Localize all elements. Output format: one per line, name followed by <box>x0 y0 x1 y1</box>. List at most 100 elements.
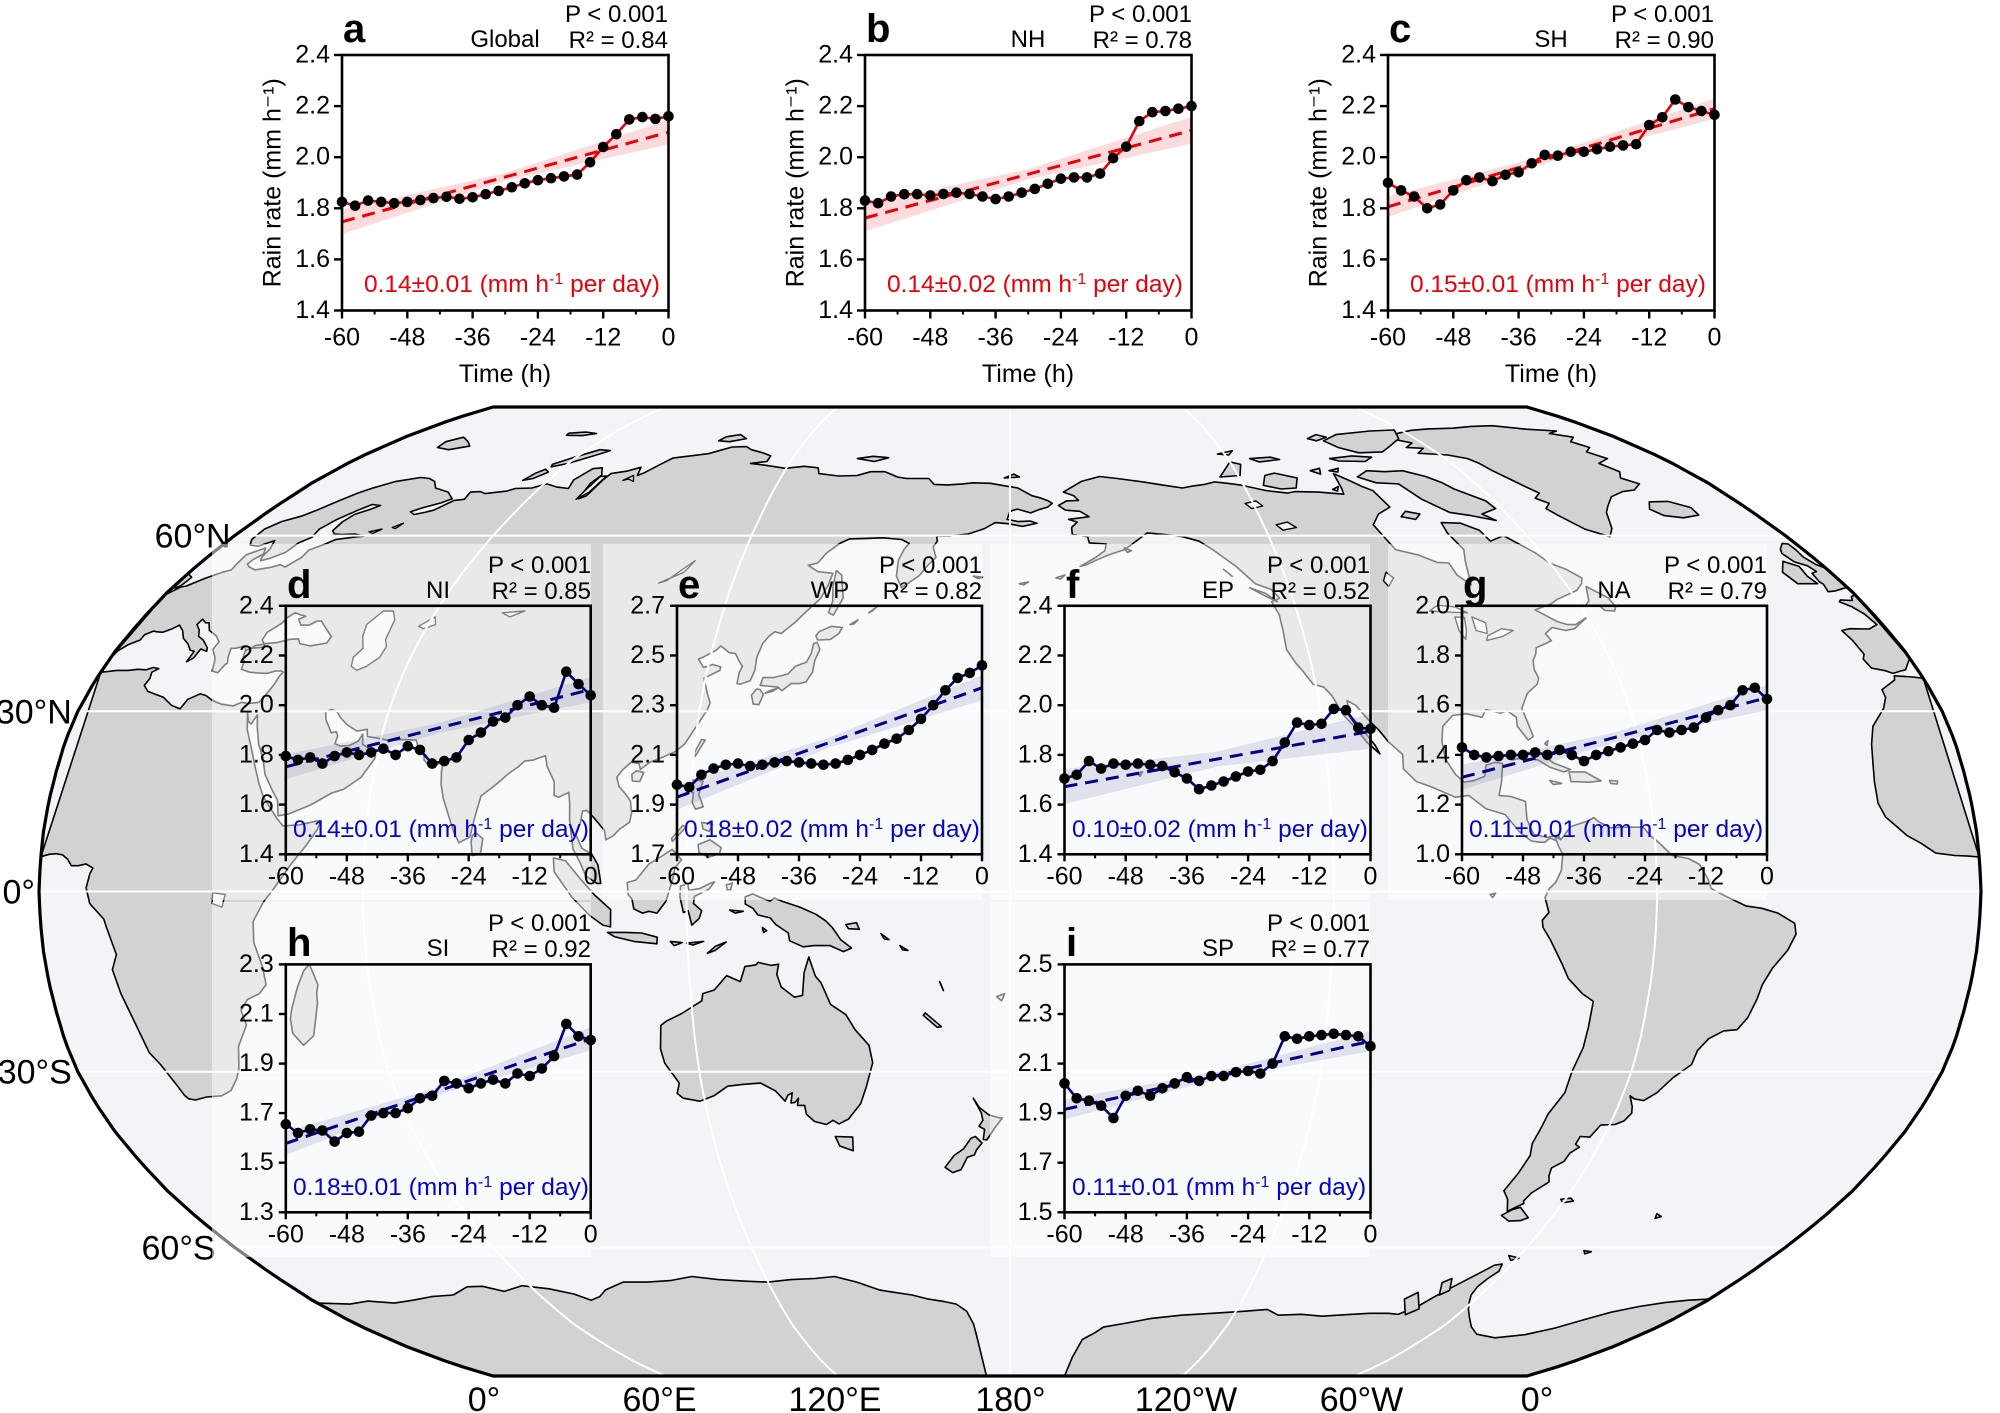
svg-text:Rain rate (mm h⁻¹): Rain rate (mm h⁻¹) <box>781 78 809 287</box>
svg-text:-12: -12 <box>1108 324 1144 352</box>
svg-text:1.8: 1.8 <box>1018 740 1053 768</box>
svg-text:-60: -60 <box>268 862 304 890</box>
svg-text:-36: -36 <box>1501 324 1537 352</box>
svg-text:2.0: 2.0 <box>1415 591 1450 619</box>
svg-text:-36: -36 <box>1169 862 1205 890</box>
svg-text:P < 0.001: P < 0.001 <box>1664 552 1767 579</box>
svg-text:b: b <box>866 7 890 51</box>
svg-text:30°S: 30°S <box>0 1054 72 1092</box>
svg-text:2.1: 2.1 <box>630 740 665 768</box>
svg-text:2.2: 2.2 <box>295 92 330 120</box>
svg-text:1.3: 1.3 <box>239 1198 274 1226</box>
svg-text:R² = 0.82: R² = 0.82 <box>883 578 982 605</box>
svg-text:0.11±0.01 (mm h-1 per day): 0.11±0.01 (mm h-1 per day) <box>1469 816 1763 844</box>
svg-text:WP: WP <box>811 577 850 604</box>
svg-text:2.0: 2.0 <box>1018 691 1053 719</box>
svg-text:0: 0 <box>1760 862 1774 890</box>
svg-text:-48: -48 <box>720 862 756 890</box>
svg-text:1.6: 1.6 <box>818 245 853 273</box>
svg-text:-48: -48 <box>912 324 948 352</box>
svg-text:1.4: 1.4 <box>1018 840 1053 868</box>
svg-text:2.5: 2.5 <box>630 641 665 669</box>
svg-text:-36: -36 <box>455 324 491 352</box>
svg-text:2.4: 2.4 <box>1018 591 1053 619</box>
svg-text:i: i <box>1066 921 1077 965</box>
svg-text:SP: SP <box>1202 935 1234 962</box>
svg-text:1.7: 1.7 <box>239 1099 274 1127</box>
svg-text:1.6: 1.6 <box>1415 691 1450 719</box>
svg-text:NH: NH <box>1011 26 1046 53</box>
svg-text:0: 0 <box>1364 862 1378 890</box>
svg-text:R² = 0.78: R² = 0.78 <box>1093 27 1192 54</box>
svg-text:R² = 0.92: R² = 0.92 <box>492 936 591 963</box>
svg-text:-60: -60 <box>1046 862 1082 890</box>
svg-text:1.4: 1.4 <box>295 296 330 324</box>
svg-text:R² = 0.85: R² = 0.85 <box>492 578 591 605</box>
svg-text:-48: -48 <box>1108 862 1144 890</box>
svg-text:2.3: 2.3 <box>1018 1000 1053 1028</box>
svg-text:P < 0.001: P < 0.001 <box>565 1 668 28</box>
svg-text:1.9: 1.9 <box>630 790 665 818</box>
svg-text:-12: -12 <box>1688 862 1724 890</box>
svg-text:0°: 0° <box>2 874 35 912</box>
svg-text:0.18±0.01 (mm h-1 per day): 0.18±0.01 (mm h-1 per day) <box>293 1174 589 1202</box>
svg-text:Rain rate (mm h⁻¹): Rain rate (mm h⁻¹) <box>1304 78 1332 287</box>
svg-text:SH: SH <box>1534 26 1567 53</box>
svg-text:1.4: 1.4 <box>1341 296 1376 324</box>
svg-text:1.8: 1.8 <box>295 194 330 222</box>
svg-text:0.14±0.01 (mm h-1 per day): 0.14±0.01 (mm h-1 per day) <box>293 816 589 844</box>
svg-text:120°E: 120°E <box>788 1381 881 1413</box>
svg-text:60°W: 60°W <box>1320 1381 1404 1413</box>
svg-text:NA: NA <box>1597 577 1630 604</box>
svg-text:-12: -12 <box>903 862 939 890</box>
svg-text:2.0: 2.0 <box>239 691 274 719</box>
svg-text:-12: -12 <box>512 862 548 890</box>
svg-text:1.6: 1.6 <box>1341 245 1376 273</box>
svg-text:1.8: 1.8 <box>239 740 274 768</box>
svg-text:120°W: 120°W <box>1135 1381 1237 1413</box>
svg-text:Time (h): Time (h) <box>982 360 1074 388</box>
svg-text:180°: 180° <box>975 1381 1045 1413</box>
svg-text:30°N: 30°N <box>0 693 72 731</box>
svg-text:0: 0 <box>662 324 676 352</box>
svg-text:1.5: 1.5 <box>239 1148 274 1176</box>
svg-text:1.9: 1.9 <box>1018 1099 1053 1127</box>
svg-text:0: 0 <box>584 862 598 890</box>
svg-text:c: c <box>1389 7 1411 51</box>
svg-text:-24: -24 <box>1230 862 1266 890</box>
svg-text:2.7: 2.7 <box>630 591 665 619</box>
svg-text:1.8: 1.8 <box>1415 641 1450 669</box>
svg-text:-24: -24 <box>1566 324 1602 352</box>
svg-text:-12: -12 <box>1291 1220 1327 1248</box>
svg-text:Rain rate (mm h⁻¹): Rain rate (mm h⁻¹) <box>258 78 286 287</box>
svg-text:1.4: 1.4 <box>1415 740 1450 768</box>
svg-text:-60: -60 <box>659 862 695 890</box>
svg-text:-48: -48 <box>389 324 425 352</box>
svg-text:0: 0 <box>1364 1220 1378 1248</box>
svg-text:2.3: 2.3 <box>239 950 274 978</box>
svg-text:-12: -12 <box>1631 324 1667 352</box>
svg-text:-24: -24 <box>1627 862 1663 890</box>
svg-text:f: f <box>1066 563 1080 607</box>
svg-text:60°S: 60°S <box>142 1229 216 1267</box>
svg-text:-48: -48 <box>1108 1220 1144 1248</box>
svg-text:-48: -48 <box>329 1220 365 1248</box>
svg-text:-60: -60 <box>847 324 883 352</box>
svg-text:g: g <box>1463 563 1487 607</box>
svg-text:R² = 0.84: R² = 0.84 <box>569 27 668 54</box>
svg-text:-24: -24 <box>842 862 878 890</box>
svg-text:1.5: 1.5 <box>1018 1198 1053 1226</box>
svg-text:h: h <box>287 921 311 965</box>
svg-text:d: d <box>287 563 311 607</box>
svg-text:2.5: 2.5 <box>1018 950 1053 978</box>
svg-text:P < 0.001: P < 0.001 <box>1267 552 1370 579</box>
svg-text:0°: 0° <box>468 1381 501 1413</box>
svg-text:-36: -36 <box>390 862 426 890</box>
svg-text:-12: -12 <box>512 1220 548 1248</box>
svg-text:2.1: 2.1 <box>239 1000 274 1028</box>
svg-text:P < 0.001: P < 0.001 <box>1611 1 1714 28</box>
svg-text:P < 0.001: P < 0.001 <box>1089 1 1192 28</box>
svg-text:-60: -60 <box>1444 862 1480 890</box>
svg-text:-36: -36 <box>781 862 817 890</box>
svg-text:0.11±0.01 (mm h-1 per day): 0.11±0.01 (mm h-1 per day) <box>1072 1174 1366 1202</box>
